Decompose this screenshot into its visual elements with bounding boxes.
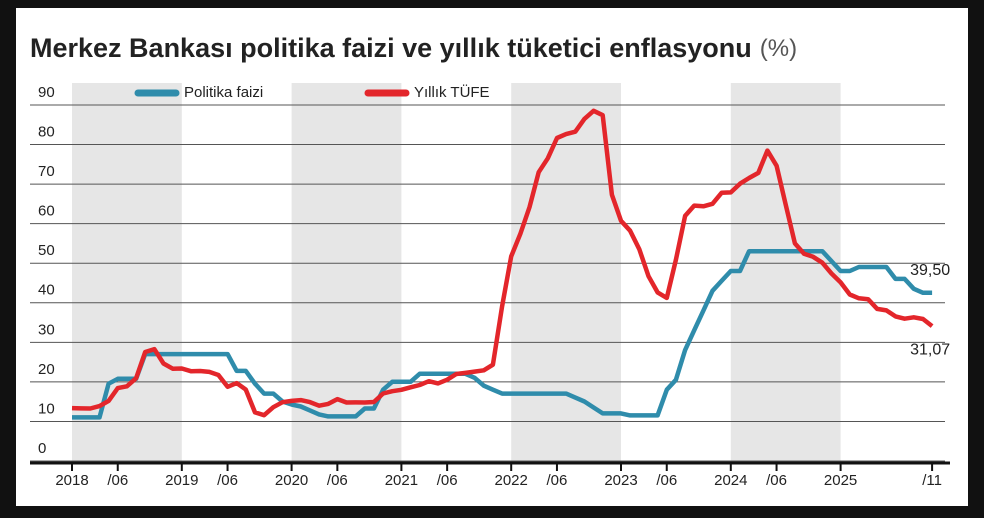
y-tick-label: 0 [38, 440, 46, 457]
x-tick-label: /06 [766, 472, 787, 489]
y-tick-label: 20 [38, 361, 55, 378]
y-tick-label: 60 [38, 203, 55, 220]
legend-label: Politika faizi [184, 84, 263, 101]
x-tick-label: /06 [327, 472, 348, 489]
x-tick-label: 2023 [604, 472, 637, 489]
x-tick-label: 2022 [495, 472, 528, 489]
x-tick-label: /06 [107, 472, 128, 489]
x-tick-label: 2019 [165, 472, 198, 489]
x-tick-label: /11 [922, 472, 942, 489]
title-unit: (%) [760, 35, 797, 62]
x-tick-label: 2020 [275, 472, 308, 489]
x-tick-label: 2021 [385, 472, 418, 489]
x-tick-label: /06 [437, 472, 458, 489]
series-line [71, 108, 934, 418]
y-tick-label: 50 [38, 242, 55, 259]
x-tick-label: /06 [547, 472, 568, 489]
x-tick-label: 2024 [714, 472, 747, 489]
x-tick-label: 2018 [55, 472, 88, 489]
y-tick-label: 80 [38, 124, 55, 141]
title-text: Merkez Bankası politika faizi ve yıllık … [30, 33, 752, 63]
y-tick-label: 30 [38, 321, 55, 338]
year-band [291, 83, 402, 463]
value-label: 39,50 [910, 262, 950, 279]
series-line [72, 248, 933, 420]
y-tick-label: 10 [38, 400, 55, 417]
chart-title: Merkez Bankası politika faizi ve yıllık … [30, 33, 797, 63]
legend-label: Yıllık TÜFE [414, 83, 490, 101]
year-band [72, 83, 182, 463]
y-tick-label: 90 [38, 84, 55, 101]
year-band [511, 83, 621, 463]
x-tick-label: /06 [656, 472, 677, 489]
y-tick-label: 40 [38, 282, 55, 299]
value-label: 31,07 [910, 341, 950, 358]
year-band [730, 83, 841, 463]
x-tick-label: /06 [217, 472, 238, 489]
y-tick-label: 70 [38, 163, 55, 180]
x-tick-label: 2025 [824, 472, 857, 489]
